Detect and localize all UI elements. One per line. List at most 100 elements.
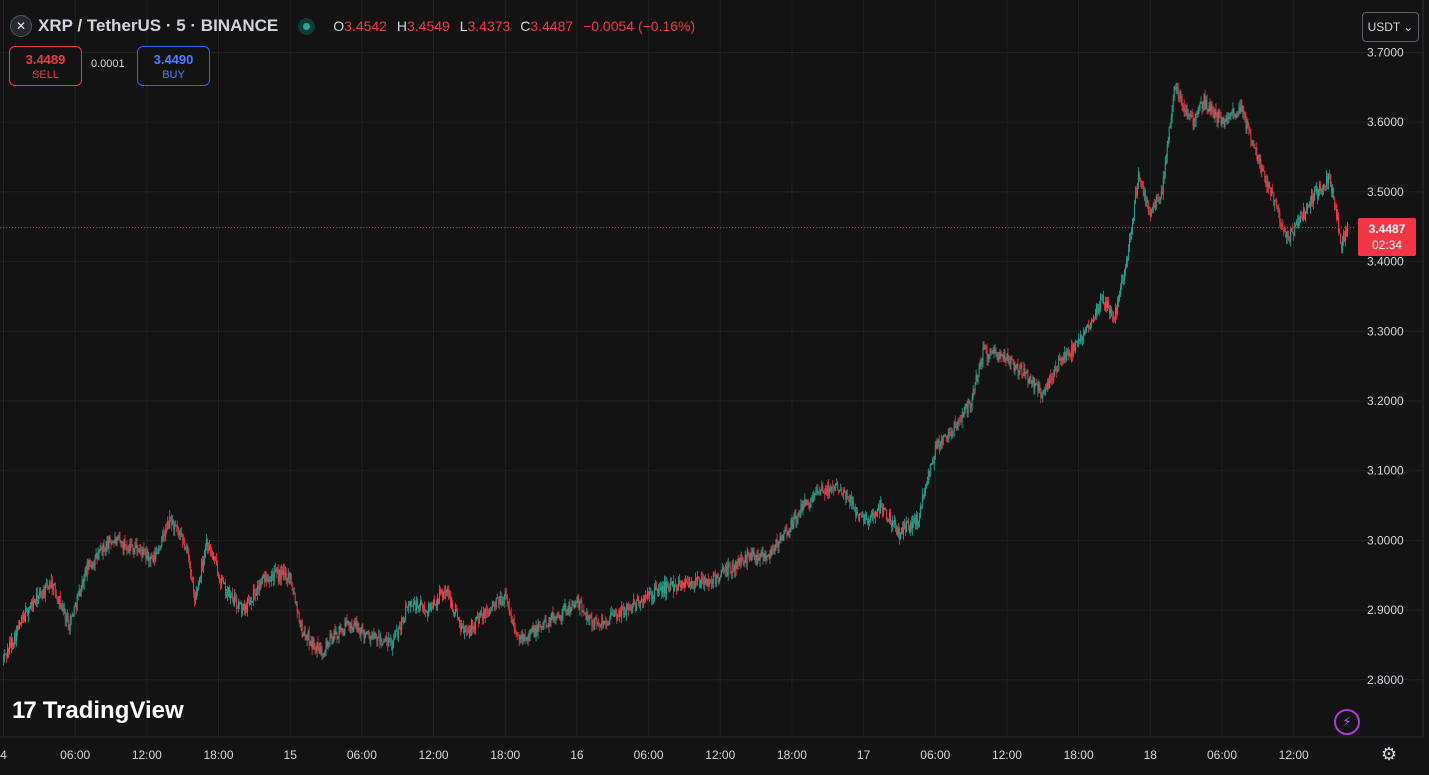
candle — [1190, 111, 1192, 119]
settings-gear-icon[interactable]: ⚙ — [1380, 744, 1398, 764]
candle — [281, 565, 283, 576]
buy-button[interactable]: 3.4490 BUY — [137, 46, 210, 86]
candle — [601, 613, 603, 631]
candle — [258, 579, 260, 596]
lightning-bolt-icon[interactable]: ⚡ — [1334, 709, 1360, 735]
candle-body — [1324, 184, 1325, 187]
candle — [1009, 355, 1011, 370]
candle — [92, 561, 94, 569]
candle-body — [36, 593, 38, 604]
candle-body — [1081, 334, 1083, 340]
candle — [702, 573, 704, 590]
candle-body — [513, 620, 515, 629]
candle — [368, 629, 370, 639]
candle — [583, 604, 585, 616]
x-tick-label: 18:00 — [204, 748, 234, 762]
tradingview-logo[interactable]: 17 TradingView — [12, 697, 184, 725]
candle — [1204, 89, 1206, 111]
candle-body — [1305, 211, 1307, 218]
currency-select-button[interactable]: USDT ⌄ — [1362, 12, 1419, 42]
candle — [22, 610, 24, 624]
candle — [254, 588, 256, 602]
candle — [1314, 186, 1316, 201]
candle — [725, 562, 727, 578]
candle-body — [817, 489, 819, 493]
candle-body — [532, 626, 534, 633]
candle — [1022, 373, 1024, 379]
candle — [1146, 196, 1148, 209]
candle-body — [1135, 192, 1137, 196]
candle — [357, 621, 359, 633]
candle — [184, 537, 186, 551]
candle — [882, 503, 883, 519]
candle-body — [611, 612, 613, 616]
candle — [1242, 105, 1244, 119]
sell-button[interactable]: 3.4489 SELL — [9, 46, 82, 86]
candle-body — [209, 544, 211, 551]
candle-body — [234, 595, 235, 605]
candle-body — [446, 590, 447, 592]
candle — [584, 611, 586, 616]
candle — [222, 574, 223, 582]
candle — [1109, 305, 1110, 320]
candle — [940, 434, 942, 449]
candle — [145, 546, 147, 565]
candle-body — [34, 602, 36, 604]
candle-body — [1016, 363, 1018, 368]
symbol-title[interactable]: XRP / TetherUS · 5 · BINANCE — [38, 16, 279, 35]
candle — [298, 611, 300, 624]
candle-body — [1134, 192, 1136, 203]
candle-body — [894, 520, 895, 523]
candle-body — [540, 626, 542, 627]
candle-body — [1341, 239, 1343, 251]
candle — [356, 615, 358, 633]
candle-body — [811, 497, 813, 502]
candle — [358, 622, 360, 635]
candle-body — [775, 539, 777, 547]
candle — [721, 562, 723, 573]
candle — [720, 569, 722, 578]
candle — [29, 602, 31, 609]
candle-body — [10, 642, 11, 648]
candle-body — [791, 519, 793, 529]
candle-body — [141, 549, 143, 558]
candle — [1018, 369, 1020, 380]
candle — [453, 608, 454, 617]
candle-body — [1268, 182, 1270, 188]
candle-body — [1112, 316, 1113, 317]
candle — [425, 608, 427, 618]
candle-body — [574, 604, 576, 609]
candle — [1102, 294, 1103, 304]
candle-body — [966, 403, 968, 414]
candle-body — [341, 628, 343, 631]
candle-body — [78, 588, 80, 594]
candle-body — [96, 553, 98, 558]
candle-body — [917, 521, 919, 526]
candle-body — [295, 602, 297, 604]
candle — [229, 584, 230, 598]
candle — [1096, 302, 1098, 320]
candle — [117, 534, 119, 541]
candle — [405, 600, 407, 623]
candle — [422, 602, 424, 613]
candle — [468, 625, 470, 639]
candle-body — [450, 597, 451, 607]
candle-body — [257, 585, 259, 590]
candle — [611, 605, 613, 616]
candle-body — [1315, 189, 1317, 191]
candle-body — [1234, 116, 1236, 118]
candle — [1156, 193, 1158, 203]
candle-body — [699, 583, 701, 588]
candle-body — [944, 434, 946, 437]
candle-body — [823, 492, 825, 494]
candle-body — [157, 551, 159, 554]
candle-body — [510, 614, 512, 621]
candle-body — [630, 607, 632, 609]
candle — [1292, 223, 1294, 234]
candle — [144, 548, 146, 556]
candle — [252, 583, 254, 607]
candle-body — [406, 606, 408, 608]
candle-body — [19, 622, 21, 625]
candle — [681, 579, 683, 590]
